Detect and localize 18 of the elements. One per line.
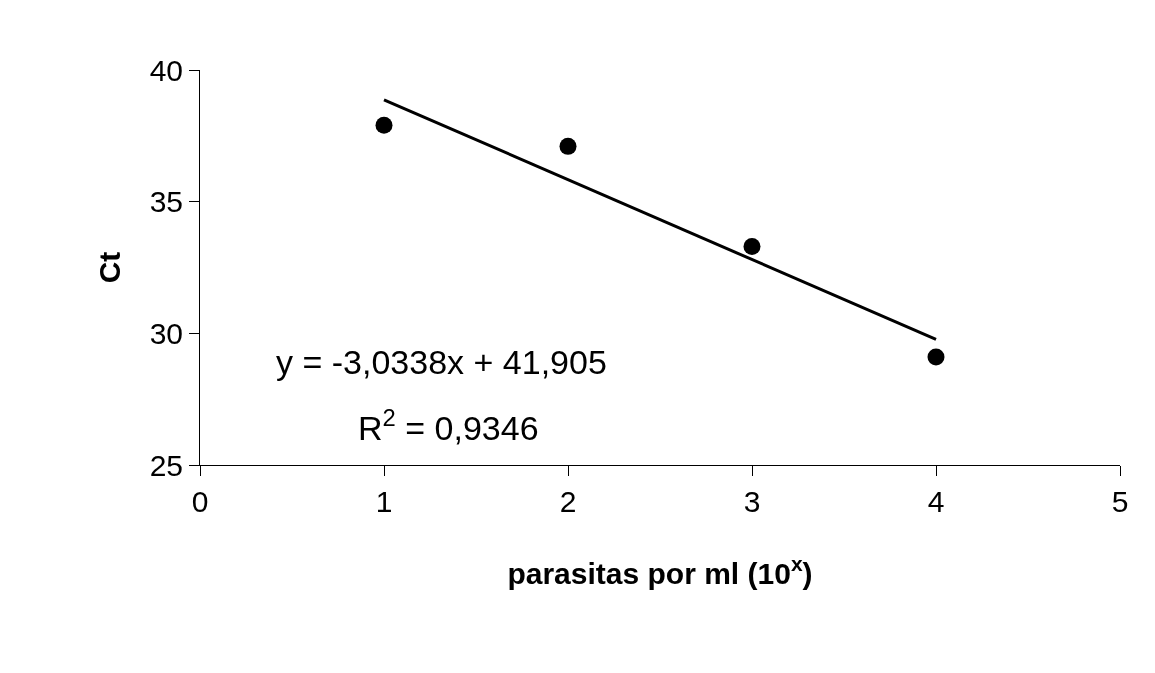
point [559, 137, 577, 155]
annotation: R$^{2}$ = 0,9346 [358, 404, 539, 448]
x-tick-label: 0 [191, 485, 209, 518]
point [743, 237, 761, 255]
annotation: y = -3,0338x + 41,905 [276, 343, 607, 381]
x-tick-label: 2 [559, 485, 577, 518]
point [375, 116, 393, 134]
point [927, 348, 945, 366]
y-tick-label: 25 [149, 448, 183, 482]
x-tick-label: 4 [927, 485, 945, 518]
y-tick-label: 30 [149, 316, 183, 350]
x-axis-title: parasitas por ml (10$^{x}$) [507, 551, 813, 590]
y-tick-label: 35 [149, 185, 183, 219]
y-axis-title: Ct [92, 251, 126, 284]
y-tick-label: 40 [149, 53, 183, 87]
x-tick-label: 5 [1111, 485, 1129, 518]
x-tick-label: 3 [743, 485, 761, 518]
x-tick-label: 1 [375, 485, 393, 518]
